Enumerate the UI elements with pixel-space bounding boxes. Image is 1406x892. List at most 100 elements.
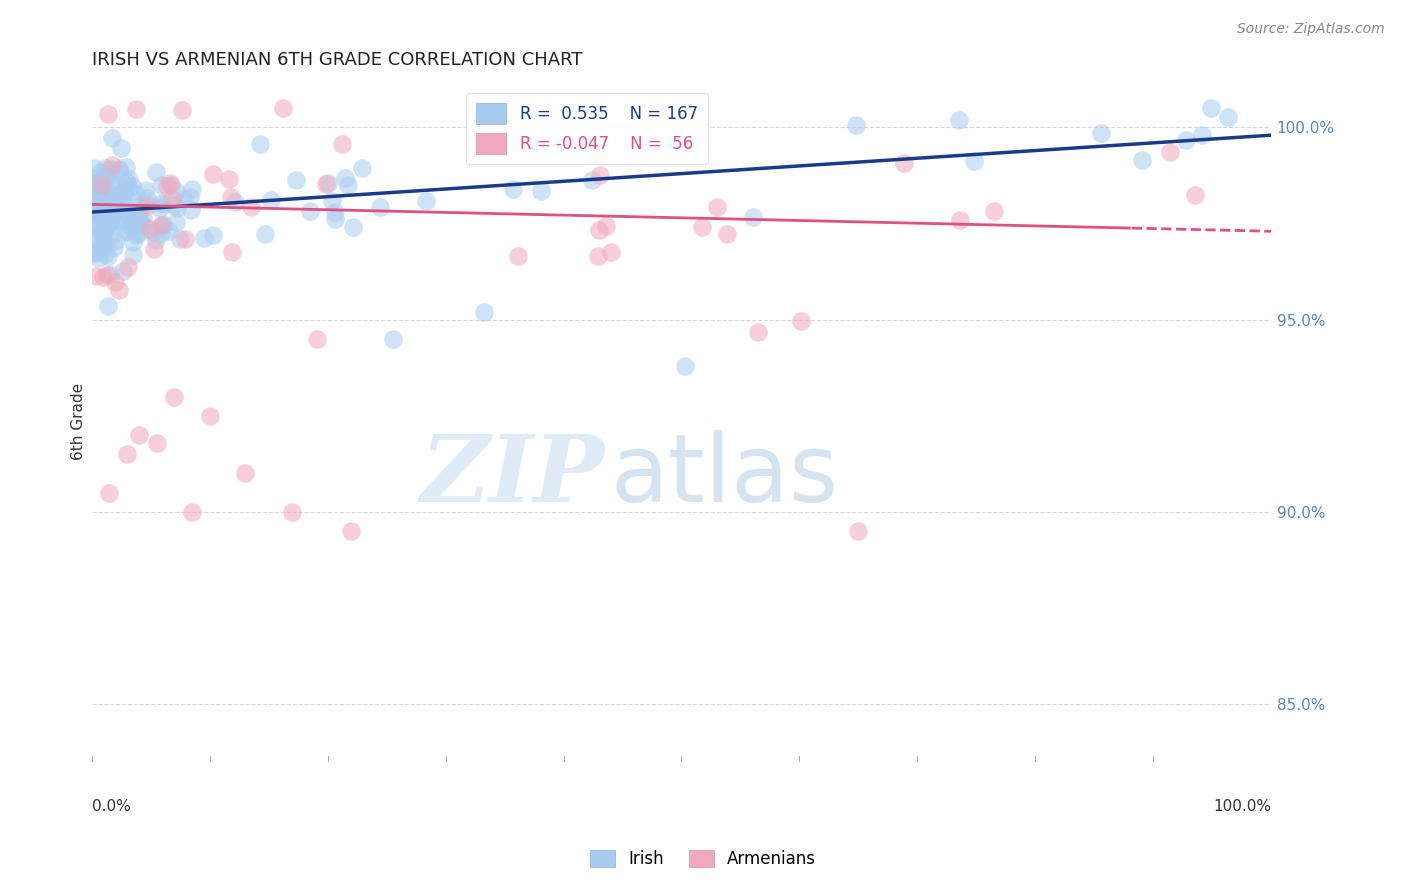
Text: 100.0%: 100.0% bbox=[1213, 799, 1271, 814]
Point bbox=[121, 210, 143, 224]
Point bbox=[530, 184, 553, 198]
Point bbox=[125, 187, 148, 202]
Point bbox=[155, 179, 177, 194]
Point bbox=[149, 201, 172, 215]
Point bbox=[716, 227, 738, 241]
Point bbox=[91, 225, 114, 239]
Point bbox=[145, 435, 167, 450]
Point bbox=[98, 485, 121, 500]
Point bbox=[600, 245, 623, 260]
Point bbox=[108, 163, 131, 178]
Point bbox=[1201, 101, 1223, 115]
Point bbox=[342, 220, 364, 235]
Point bbox=[128, 214, 150, 228]
Point bbox=[963, 153, 986, 168]
Point bbox=[94, 238, 117, 252]
Point bbox=[131, 210, 153, 224]
Point bbox=[692, 219, 714, 234]
Point bbox=[150, 226, 173, 240]
Point bbox=[82, 204, 104, 219]
Point bbox=[340, 524, 363, 538]
Point bbox=[139, 221, 162, 235]
Point bbox=[94, 169, 117, 184]
Point bbox=[118, 172, 141, 186]
Point bbox=[382, 332, 405, 346]
Point bbox=[1130, 153, 1153, 167]
Point bbox=[368, 200, 391, 214]
Point bbox=[136, 191, 159, 205]
Point bbox=[107, 193, 129, 207]
Point bbox=[120, 185, 142, 199]
Point bbox=[87, 207, 110, 221]
Point bbox=[595, 219, 617, 233]
Text: atlas: atlas bbox=[610, 430, 839, 522]
Point bbox=[108, 161, 131, 176]
Point bbox=[166, 201, 188, 215]
Point bbox=[101, 130, 124, 145]
Point bbox=[82, 179, 104, 194]
Point bbox=[82, 170, 104, 185]
Point bbox=[87, 251, 110, 265]
Point bbox=[219, 190, 242, 204]
Text: IRISH VS ARMENIAN 6TH GRADE CORRELATION CHART: IRISH VS ARMENIAN 6TH GRADE CORRELATION … bbox=[91, 51, 582, 69]
Point bbox=[121, 178, 143, 193]
Point bbox=[107, 200, 129, 214]
Point bbox=[299, 203, 322, 218]
Point bbox=[239, 200, 262, 214]
Point bbox=[125, 102, 148, 116]
Point bbox=[180, 203, 202, 218]
Point bbox=[110, 141, 132, 155]
Point bbox=[145, 233, 167, 247]
Point bbox=[94, 222, 117, 236]
Point bbox=[157, 224, 180, 238]
Point bbox=[100, 212, 122, 227]
Point bbox=[96, 184, 118, 198]
Point bbox=[98, 166, 121, 180]
Point bbox=[104, 188, 127, 202]
Point bbox=[150, 178, 173, 192]
Point bbox=[114, 206, 136, 220]
Point bbox=[588, 168, 610, 182]
Point bbox=[163, 390, 186, 404]
Point bbox=[98, 191, 121, 205]
Point bbox=[82, 205, 104, 219]
Point bbox=[84, 189, 107, 203]
Point bbox=[790, 314, 813, 328]
Point bbox=[983, 203, 1005, 218]
Point bbox=[135, 199, 157, 213]
Point bbox=[93, 247, 115, 261]
Point bbox=[90, 239, 112, 253]
Point bbox=[98, 217, 121, 231]
Point bbox=[84, 230, 107, 244]
Text: Source: ZipAtlas.com: Source: ZipAtlas.com bbox=[1237, 22, 1385, 37]
Point bbox=[173, 232, 195, 246]
Point bbox=[103, 194, 125, 208]
Point bbox=[281, 505, 304, 519]
Point bbox=[508, 249, 530, 263]
Point bbox=[103, 197, 125, 211]
Point bbox=[673, 359, 696, 373]
Point bbox=[948, 213, 970, 227]
Point bbox=[86, 207, 108, 221]
Point bbox=[588, 222, 610, 236]
Point bbox=[169, 232, 191, 246]
Point bbox=[150, 219, 173, 233]
Point bbox=[586, 147, 609, 161]
Point bbox=[98, 214, 121, 228]
Point bbox=[103, 178, 125, 192]
Point bbox=[83, 245, 105, 260]
Point bbox=[159, 176, 181, 190]
Point bbox=[90, 244, 112, 258]
Point bbox=[218, 172, 240, 186]
Point bbox=[125, 225, 148, 239]
Point bbox=[948, 112, 970, 127]
Point bbox=[100, 188, 122, 202]
Point bbox=[848, 524, 870, 538]
Point bbox=[97, 209, 120, 223]
Point bbox=[93, 241, 115, 255]
Point bbox=[93, 213, 115, 227]
Point bbox=[83, 245, 105, 260]
Point bbox=[336, 178, 359, 192]
Point bbox=[128, 226, 150, 240]
Point bbox=[198, 409, 221, 423]
